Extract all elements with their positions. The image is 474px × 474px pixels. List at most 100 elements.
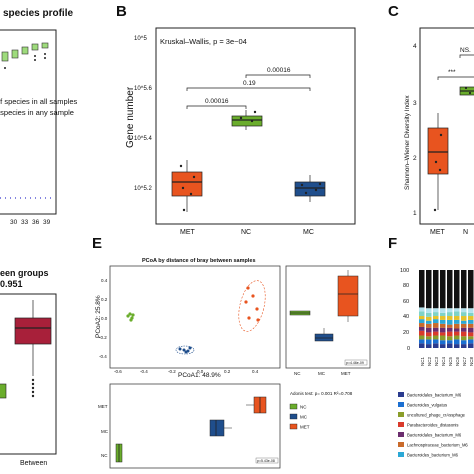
stack-segment (433, 270, 439, 309)
svg-text:NC8: NC8 (469, 357, 474, 366)
panel-e-met-points (238, 280, 266, 332)
svg-text:0.2: 0.2 (224, 369, 231, 374)
svg-text:MET: MET (300, 425, 310, 430)
panel-a2-within-box (0, 383, 7, 399)
svg-text:-0.2: -0.2 (168, 369, 176, 374)
svg-text:10^5.6: 10^5.6 (134, 86, 152, 92)
svg-text:-0.4: -0.4 (99, 354, 107, 359)
svg-text:MC: MC (303, 229, 314, 236)
panel-e-main-frame (109, 265, 281, 369)
panel-b-box-nc (231, 110, 263, 130)
svg-text:MET: MET (430, 229, 446, 236)
panel-c-brackets (437, 54, 474, 80)
panel-e-yticks: 0.4 0.2 0.0 -0.2 -0.4 (99, 278, 108, 359)
panel-f-yticks: 100 80 60 40 20 0 (400, 268, 410, 352)
stack-segment (440, 316, 446, 320)
stack-segment (447, 336, 453, 341)
svg-text:0.4: 0.4 (252, 369, 259, 374)
panel-a2-xlabel: Between (20, 460, 47, 467)
svg-text:20: 20 (403, 330, 409, 336)
svg-text:N: N (463, 229, 468, 236)
svg-text:39: 39 (43, 219, 51, 226)
svg-text:-0.6: -0.6 (114, 369, 122, 374)
svg-text:30: 30 (10, 219, 18, 226)
panel-c-frame (419, 27, 474, 225)
stack-segment (419, 316, 425, 320)
svg-text:MC: MC (300, 415, 308, 420)
stack-segment (447, 340, 453, 344)
panel-e-nc-points (126, 312, 135, 322)
svg-text:NC1: NC1 (420, 357, 425, 366)
stack-segment (447, 316, 453, 320)
stack-segment (468, 327, 474, 333)
stack-segment (440, 340, 446, 345)
panel-e-legend: NC MC MET (289, 403, 310, 430)
stack-segment (447, 331, 453, 337)
panel-c-xticks: MET N (430, 229, 468, 236)
svg-text:MC: MC (101, 429, 109, 434)
stack-segment (447, 327, 453, 332)
stack-segment (440, 308, 446, 313)
panel-b-yticks: 10^5 10^5.6 10^5.4 10^5.2 (134, 36, 152, 192)
svg-text:NC5: NC5 (448, 357, 453, 366)
panel-a2-title-1: een groups (0, 268, 49, 278)
stack-segment (461, 344, 467, 348)
stack-segment (419, 319, 425, 324)
stack-segment (419, 343, 425, 348)
panel-c: C Shannon–Wiener Diversity Index 4 3 2 1… (388, 3, 474, 236)
svg-text:NC: NC (241, 229, 251, 236)
stack-segment (426, 270, 432, 309)
svg-text:MET: MET (180, 229, 196, 236)
stack-segment (419, 311, 425, 317)
svg-text:33: 33 (21, 219, 29, 226)
stack-segment (454, 339, 460, 345)
panel-c-ylabel: Shannon–Wiener Diversity Index (404, 95, 411, 190)
stack-segment (468, 312, 474, 317)
panel-a2-frame (0, 293, 57, 455)
stack-segment (454, 323, 460, 329)
stack-segment (468, 343, 474, 348)
stack-segment (454, 344, 460, 348)
panel-e-letter: E (92, 235, 102, 252)
svg-text:0.4: 0.4 (101, 278, 108, 283)
stack-segment (454, 316, 460, 320)
stack-segment (454, 331, 460, 336)
svg-text:NC4: NC4 (441, 357, 446, 366)
panel-f-stacked-bars (419, 270, 474, 348)
stack-segment (419, 323, 425, 327)
svg-text:2: 2 (413, 155, 417, 162)
panel-e-adonis: Adonis test: p= 0.001 R²=0.708 (290, 391, 353, 396)
svg-text:60: 60 (403, 299, 409, 305)
svg-text:100: 100 (400, 268, 409, 274)
stack-segment (461, 336, 467, 341)
stack-segment (426, 320, 432, 324)
stack-segment (447, 319, 453, 325)
stack-segment (461, 327, 467, 332)
stack-segment (419, 307, 425, 312)
svg-text:Bacteroidales_bacterium_M6: Bacteroidales_bacterium_M6 (407, 433, 462, 438)
svg-text:uncultured_phage_crAssphage: uncultured_phage_crAssphage (407, 413, 466, 418)
panel-b-box-met (171, 160, 203, 212)
stack-segment (419, 326, 425, 331)
stack-segment (426, 344, 432, 348)
panel-a2-between-box (14, 317, 52, 345)
svg-text:NC: NC (101, 453, 108, 458)
svg-text:Lachnospiraceae_bacterium_M6: Lachnospiraceae_bacterium_M6 (407, 443, 468, 448)
stack-segment (426, 332, 432, 337)
stack-segment (433, 331, 439, 336)
panel-e-bottom-frame (109, 383, 281, 469)
panel-b-pval-3: 0.00016 (267, 67, 291, 74)
svg-text:0.0: 0.0 (197, 369, 204, 374)
svg-text:10^5.4: 10^5.4 (134, 136, 152, 142)
stack-segment (440, 344, 446, 348)
svg-text:0.2: 0.2 (101, 297, 108, 302)
svg-text:NC: NC (294, 371, 301, 376)
stack-segment (461, 331, 467, 337)
stack-segment (440, 323, 446, 328)
svg-text:Parabacteroides_distasonis: Parabacteroides_distasonis (407, 423, 458, 428)
panel-a2-title-2: 0.951 (0, 279, 23, 289)
svg-text:NC: NC (300, 405, 307, 410)
panel-f-legend: Bacteroidales_bacterium_M6 Bacteroides_v… (398, 392, 468, 458)
svg-text:-0.4: -0.4 (140, 369, 148, 374)
stack-segment (447, 270, 453, 309)
